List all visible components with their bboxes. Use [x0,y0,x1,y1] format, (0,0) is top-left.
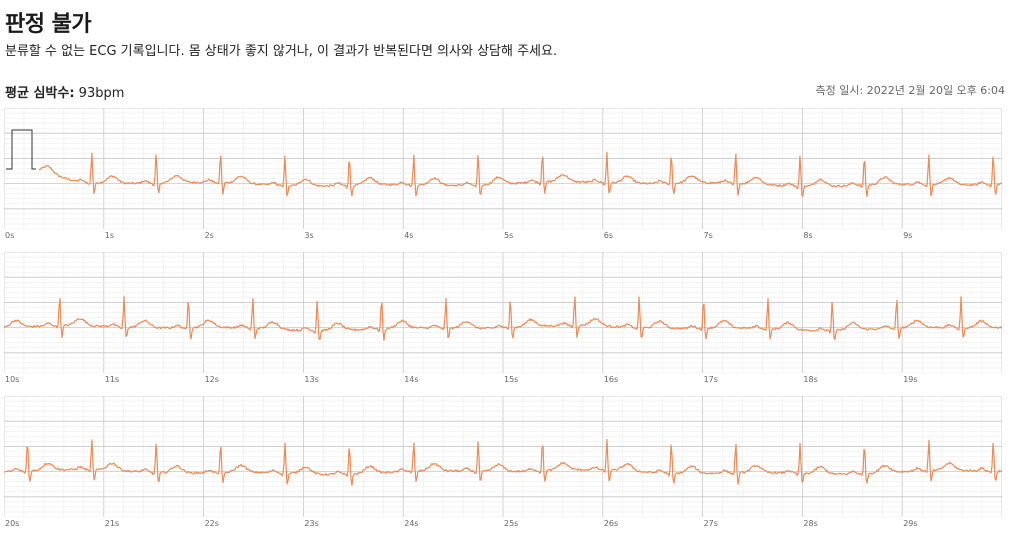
time-tick-label: 16s [604,375,618,382]
time-tick-label: 12s [205,375,219,382]
time-tick-label: 2s [205,231,214,238]
ecg-trace [38,151,1002,198]
time-tick-label: 13s [304,375,318,382]
ecg-strip-3-svg: 20s 21s 22s 23s 24s 25s 26s 27s 28s 29s [4,396,1002,526]
time-tick-label: 0s [5,231,14,238]
time-tick-label: 4s [404,231,413,238]
time-tick-label: 25s [504,519,518,526]
ecg-trace [4,295,1002,341]
time-tick-label: 26s [604,519,618,526]
measured-datetime: 측정 일시: 2022년 2월 20일 오후 6:04 [816,82,1005,98]
time-tick-label: 22s [205,519,219,526]
ecg-trace [4,438,1002,486]
average-heart-rate: 평균 심박수: 93bpm [5,82,124,101]
time-tick-label: 9s [903,231,912,238]
time-tick-label: 21s [105,519,119,526]
measured-datetime-label: 측정 일시: [815,84,864,97]
time-tick-label: 5s [504,231,513,238]
time-tick-label: 28s [803,519,817,526]
time-tick-label: 24s [404,519,418,526]
ecg-grid [4,108,1002,230]
time-tick-label: 11s [105,375,119,382]
time-tick-label: 23s [304,519,318,526]
result-description: 분류할 수 없는 ECG 기록입니다. 몸 상태가 좋지 않거나, 이 결과가 … [5,44,558,59]
time-tick-label: 1s [105,231,114,238]
time-tick-label: 20s [5,519,19,526]
average-heart-rate-value: 93bpm [78,86,125,101]
measured-datetime-value: 2022년 2월 20일 오후 6:04 [866,84,1005,97]
time-tick-label: 18s [803,375,817,382]
ecg-grid [4,252,1002,374]
time-tick-label: 6s [604,231,613,238]
calibration-pulse [6,129,36,170]
time-tick-label: 14s [404,375,418,382]
ecg-strip-2-svg: 10s 11s 12s 13s 14s 15s 16s 17s 18s 19s [4,252,1002,382]
time-tick-label: 15s [504,375,518,382]
time-tick-label: 8s [803,231,812,238]
result-title: 판정 불가 [5,12,92,37]
time-tick-label: 29s [903,519,917,526]
time-tick-label: 17s [704,375,718,382]
average-heart-rate-label: 평균 심박수: [5,86,75,101]
ecg-strip-2: 10s 11s 12s 13s 14s 15s 16s 17s 18s 19s [4,252,1002,382]
ecg-grid [4,396,1002,518]
time-tick-label: 7s [704,231,713,238]
time-tick-label: 10s [5,375,19,382]
time-tick-label: 27s [704,519,718,526]
time-tick-label: 3s [304,231,313,238]
time-tick-label: 19s [903,375,917,382]
ecg-strip-3: 20s 21s 22s 23s 24s 25s 26s 27s 28s 29s [4,396,1002,526]
ecg-strip-1: 0s 1s 2s 3s 4s 5s 6s 7s 8s 9s [4,108,1002,238]
ecg-strip-1-svg: 0s 1s 2s 3s 4s 5s 6s 7s 8s 9s [4,108,1002,238]
